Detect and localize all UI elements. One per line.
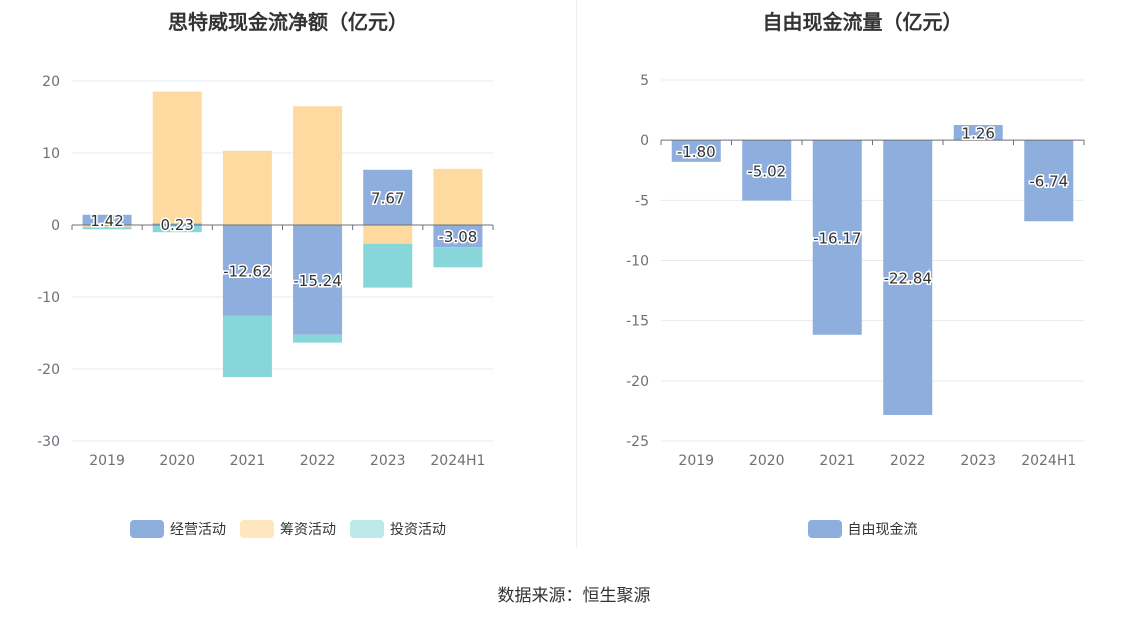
- chart-title: 自由现金流量（亿元）: [762, 10, 963, 34]
- bar-operating: [433, 225, 483, 248]
- legend-swatch-operating: [130, 520, 164, 538]
- x-tick-label: 2019: [89, 453, 125, 469]
- y-tick-label: 5: [640, 73, 649, 89]
- y-tick-label: -5: [635, 193, 649, 209]
- x-tick-label: 2022: [300, 453, 336, 469]
- data-label: 7.67: [371, 189, 404, 207]
- data-label: 0.23: [161, 216, 194, 234]
- bar-operating: [293, 225, 343, 335]
- bar-financing: [152, 91, 202, 224]
- chart-title: 思特威现金流净额（亿元）: [168, 10, 408, 34]
- data-label: -6.74: [1029, 173, 1068, 191]
- y-tick-label: -10: [626, 254, 649, 270]
- legend-swatch-investing: [350, 520, 384, 538]
- legend: 自由现金流: [577, 519, 1148, 539]
- legend-swatch-free-cash-flow: [807, 520, 842, 538]
- bar-financing: [433, 168, 483, 225]
- bar-financing: [363, 225, 413, 244]
- bar-free_cash_flow: [742, 140, 792, 201]
- free-cash-flow-plot: 5 0 -5 -10 -15 -20 -25 2019 2020 2021 2022 2023 2024…: [626, 73, 1085, 469]
- net-cash-flow-chart: 思特威现金流净额（亿元） 20 10 0 -10 -20 -30 2019 2020 2021 2…: [0, 0, 576, 560]
- legend-swatch-financing: [240, 520, 274, 538]
- y-tick-label: 20: [42, 74, 60, 90]
- data-label: -5.02: [747, 162, 786, 180]
- x-tick-label: 2024H1: [430, 453, 485, 469]
- bar-operating: [82, 214, 132, 225]
- data-source-note: 数据来源：恒生聚源: [497, 586, 651, 606]
- net-cash-flow-plot: 20 10 0 -10 -20 -30 2019 2020 2021 2022 2023 2024H1…: [37, 74, 494, 469]
- legend-label: 经营活动: [170, 522, 226, 538]
- x-tick-label: 2019: [678, 453, 714, 469]
- bar-free_cash_flow: [812, 140, 862, 335]
- legend-label: 自由现金流: [847, 522, 918, 538]
- bar-investing: [293, 334, 343, 343]
- bar-free_cash_flow: [883, 140, 933, 416]
- bar-operating: [152, 223, 202, 225]
- bar-free_cash_flow: [1024, 140, 1074, 222]
- y-tick-label: 10: [42, 146, 60, 162]
- y-tick-label: -30: [37, 434, 60, 450]
- bar-operating: [222, 225, 272, 316]
- legend-label: 筹资活动: [280, 522, 336, 538]
- panel-divider: [576, 0, 577, 548]
- bar-free_cash_flow: [671, 140, 721, 162]
- y-tick-label: -20: [37, 362, 60, 378]
- y-tick-label: -10: [37, 290, 60, 306]
- y-tick-label: 0: [51, 218, 60, 234]
- bar-investing: [152, 225, 202, 233]
- bar-financing: [82, 225, 132, 228]
- x-tick-label: 2020: [159, 453, 195, 469]
- legend: 经营活动 筹资活动 投资活动: [0, 519, 576, 539]
- x-tick-label: 2022: [890, 453, 926, 469]
- legend-item-operating[interactable]: 经营活动: [130, 519, 226, 539]
- y-tick-label: 0: [640, 133, 649, 149]
- data-label: -16.17: [813, 229, 861, 247]
- data-label: -22.84: [884, 270, 932, 288]
- bar-operating: [363, 169, 413, 225]
- data-label: 1.42: [90, 212, 123, 230]
- x-tick-label: 2024H1: [1021, 453, 1076, 469]
- bar-free_cash_flow: [953, 125, 1003, 141]
- legend-item-free-cash-flow[interactable]: 自由现金流: [807, 519, 918, 539]
- legend-item-investing[interactable]: 投资活动: [350, 519, 446, 539]
- x-tick-label: 2023: [960, 453, 996, 469]
- bar-investing: [433, 247, 483, 268]
- x-tick-label: 2021: [819, 453, 855, 469]
- free-cash-flow-chart: 自由现金流量（亿元） 5 0 -5 -10 -15 -20 -25 2019 2020 2021 2…: [577, 0, 1148, 560]
- legend-label: 投资活动: [390, 522, 446, 538]
- data-label: -12.62: [223, 262, 271, 280]
- bar-investing: [363, 243, 413, 288]
- y-tick-label: -20: [626, 374, 649, 390]
- bar-investing: [222, 315, 272, 378]
- y-tick-label: -15: [626, 314, 649, 330]
- x-tick-label: 2021: [230, 453, 266, 469]
- data-label: -3.08: [439, 228, 478, 246]
- bar-investing: [82, 227, 132, 230]
- data-label: 1.26: [962, 125, 995, 143]
- x-tick-label: 2020: [749, 453, 785, 469]
- bar-financing: [222, 150, 272, 225]
- x-tick-label: 2023: [370, 453, 406, 469]
- data-label: -1.80: [677, 143, 716, 161]
- legend-item-financing[interactable]: 筹资活动: [240, 519, 336, 539]
- bar-financing: [293, 106, 343, 225]
- data-label: -15.24: [293, 272, 341, 290]
- y-tick-label: -25: [626, 434, 649, 450]
